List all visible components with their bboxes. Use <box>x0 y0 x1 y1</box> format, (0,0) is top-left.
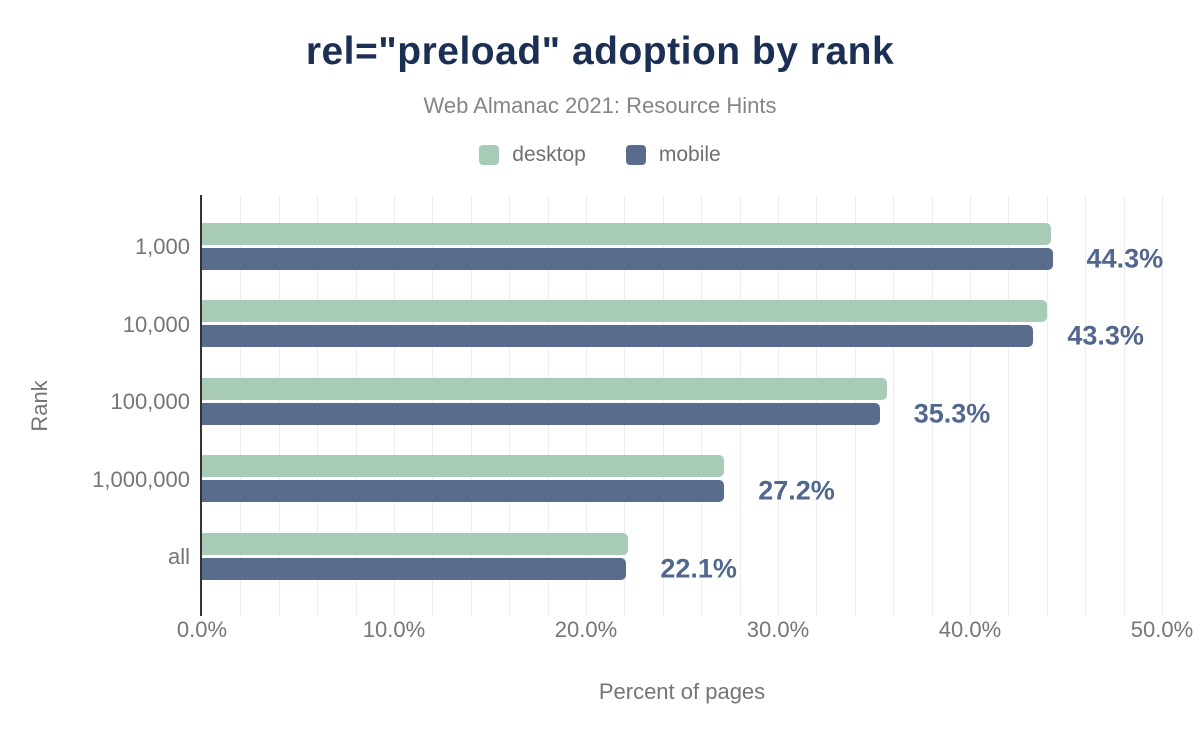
bar-desktop[interactable] <box>202 300 1047 323</box>
gridline <box>1008 195 1010 616</box>
y-axis-line <box>200 195 202 616</box>
bar-desktop[interactable] <box>202 377 888 400</box>
x-tick-label: 10.0% <box>362 617 426 642</box>
x-axis-title: Percent of pages <box>598 679 766 704</box>
legend-swatch-mobile-icon <box>625 145 646 165</box>
category-label: 1,000 <box>134 234 190 260</box>
bar-mobile[interactable] <box>202 402 880 425</box>
legend-label-mobile: mobile <box>658 143 721 166</box>
gridline <box>1162 195 1163 616</box>
x-tick-label: 20.0% <box>554 617 618 642</box>
y-axis-title: Rank <box>27 380 52 432</box>
gridline <box>1085 195 1087 616</box>
bar-desktop[interactable] <box>202 455 725 478</box>
bar-mobile[interactable] <box>202 557 627 580</box>
bar-desktop[interactable] <box>202 222 1051 245</box>
value-label: 27.2% <box>758 475 835 506</box>
legend-label-desktop: desktop <box>512 143 586 166</box>
legend-item-desktop[interactable]: desktop <box>479 143 586 167</box>
value-label: 44.3% <box>1086 243 1164 274</box>
x-tick-label: 0.0% <box>176 617 228 642</box>
bar-mobile[interactable] <box>202 480 725 503</box>
x-tick-label: 30.0% <box>746 617 810 642</box>
legend: desktop mobile <box>0 143 1200 167</box>
gridline <box>893 195 895 616</box>
gridline <box>931 195 933 616</box>
x-tick-label: 40.0% <box>938 617 1002 642</box>
gridline <box>1123 195 1125 616</box>
value-label: 22.1% <box>660 553 737 584</box>
bar-desktop[interactable] <box>202 532 629 555</box>
category-label: 10,000 <box>122 311 190 337</box>
legend-item-mobile[interactable]: mobile <box>625 143 721 167</box>
plot-area: 1,000 44.3% 10,000 43.3% 100,000 35.3% 1,000,0… <box>92 195 1164 616</box>
bar-mobile[interactable] <box>202 325 1034 348</box>
chart-subtitle: Web Almanac 2021: Resource Hints <box>423 93 777 118</box>
category-label: 100,000 <box>110 389 190 415</box>
x-tick-label: 50.0% <box>1130 617 1194 642</box>
x-axis-tick-labels: 0.0% 10.0% 20.0% 30.0% 40.0% 50.0% <box>177 617 1193 645</box>
gridline <box>970 195 971 616</box>
bar-mobile[interactable] <box>202 247 1053 270</box>
legend-swatch-desktop-icon <box>479 145 500 165</box>
value-label: 35.3% <box>913 398 991 429</box>
category-label: 1,000,000 <box>92 466 190 492</box>
chart-title: rel="preload" adoption by rank <box>305 30 895 73</box>
value-label: 43.3% <box>1067 320 1144 351</box>
category-label: all <box>167 544 190 570</box>
gridline <box>1046 195 1048 616</box>
